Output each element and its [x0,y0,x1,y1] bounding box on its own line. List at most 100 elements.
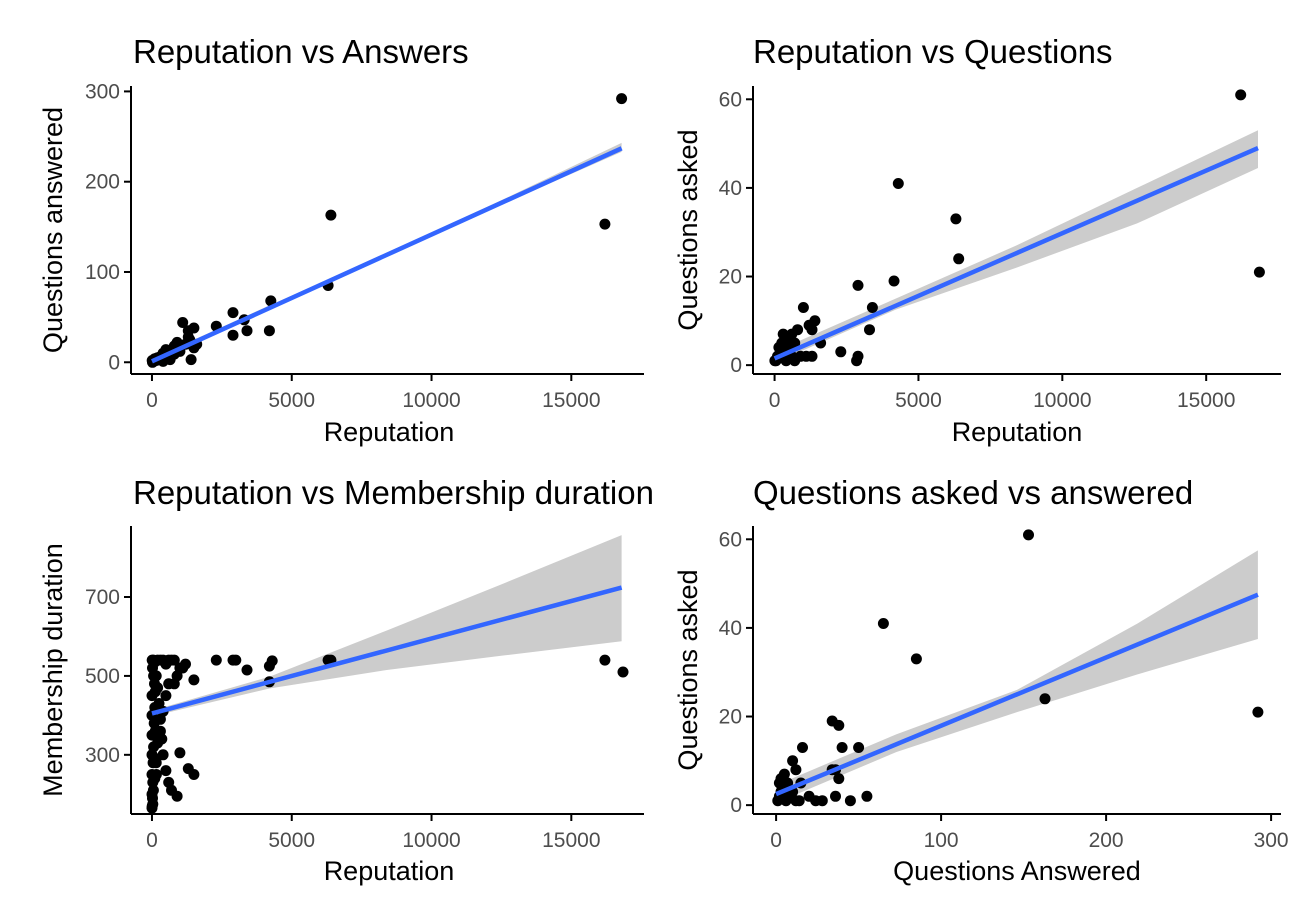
x-tick-label: 10000 [402,829,460,852]
data-point [1253,266,1265,278]
x-axis-label: Reputation [324,856,455,886]
data-point [322,654,334,666]
data-point [852,279,864,291]
data-point [866,302,878,313]
data-point [844,795,856,807]
data-point [147,784,159,796]
y-tick-label: 40 [719,617,742,640]
panel-reputation-vs-questions: Reputation vs Questions 0 5000 10000 150000… [673,33,1281,447]
data-point [853,742,865,753]
x-axis-label: Reputation [324,417,455,447]
data-point [835,346,847,358]
data-point [772,795,784,807]
x-tick-label: 10000 [402,389,460,412]
data-point [877,618,889,629]
x-tick-label: 0 [770,829,782,852]
data-point [616,93,628,105]
data-point [793,795,805,807]
data-point [263,325,275,337]
axis-ticks: 0 5000 10000 15000 0 20 40 60 [719,88,1236,412]
regression-line [151,146,623,364]
y-tick-label: 300 [85,80,120,103]
data-point [888,275,900,287]
data-point [861,790,873,802]
data-point [910,653,922,665]
data-point [263,660,275,672]
data-layer [772,529,1264,807]
data-point [777,328,789,340]
data-point [241,325,253,337]
panel-questions-asked-vs-answered: Questions asked vs answered 0 100 200 300 0 2… [673,474,1289,886]
y-tick-label: 0 [108,351,120,374]
x-tick-label: 15000 [542,829,600,852]
regression-line [151,585,623,716]
confidence-band [776,550,1258,803]
x-tick-label: 15000 [542,389,600,412]
panel-title: Reputation vs Questions [753,33,1113,70]
data-point [150,753,162,765]
data-point [188,674,200,686]
x-tick-label: 0 [146,829,158,852]
y-tick-label: 0 [730,794,742,817]
y-tick-label: 60 [719,88,742,111]
data-point [152,737,164,749]
y-tick-label: 200 [85,171,120,194]
data-point [833,719,845,731]
y-tick-label: 20 [719,266,742,289]
data-point [617,666,629,678]
data-point [227,307,239,319]
data-point [160,765,172,777]
regression-line [775,592,1259,797]
data-point [185,354,197,366]
data-point [789,355,801,367]
x-tick-label: 5000 [895,389,942,412]
data-point [797,742,808,753]
x-tick-label: 100 [924,829,959,852]
data-point [325,209,337,221]
x-tick-label: 200 [1089,829,1124,852]
data-point [892,178,904,189]
data-point [174,747,186,759]
data-point [149,678,160,690]
regression-line [773,145,1259,361]
data-point [241,664,253,676]
data-point [599,218,611,230]
y-tick-label: 300 [85,744,120,767]
data-point [146,654,158,666]
x-tick-label: 0 [146,389,158,412]
data-point [1039,693,1051,705]
panel-title: Reputation vs Membership duration [133,474,654,511]
data-point [950,213,962,225]
data-point [810,795,822,807]
data-point [790,764,802,776]
axis-ticks: 0 5000 10000 15000 0 100 200 300 [85,80,601,412]
y-tick-label: 700 [85,586,120,609]
panel-reputation-vs-answers: Reputation vs Answers 0 5000 10000 15000 0 10… [38,33,644,447]
y-tick-label: 40 [719,177,742,200]
y-axis-label: Questions answered [38,107,68,353]
data-point [830,790,841,802]
data-point [851,355,863,367]
data-point [227,329,239,341]
y-axis-label: Questions asked [673,129,703,330]
data-point [265,295,277,307]
data-point [1235,89,1247,101]
y-axis-label: Questions asked [673,569,703,770]
y-tick-label: 100 [85,261,120,284]
data-layer [146,93,628,368]
data-point [953,253,965,265]
data-point [833,773,845,785]
data-layer [146,535,629,814]
data-point [166,784,177,796]
y-tick-label: 60 [719,528,742,551]
data-point [1023,529,1034,541]
data-point [797,302,809,313]
panel-reputation-vs-membership: Reputation vs Membership duration 0 5000 1… [38,474,654,886]
data-point [149,725,161,737]
y-tick-label: 500 [85,665,120,688]
data-point [864,324,875,336]
data-point [146,800,158,812]
data-point [163,678,175,690]
data-point [803,319,815,331]
